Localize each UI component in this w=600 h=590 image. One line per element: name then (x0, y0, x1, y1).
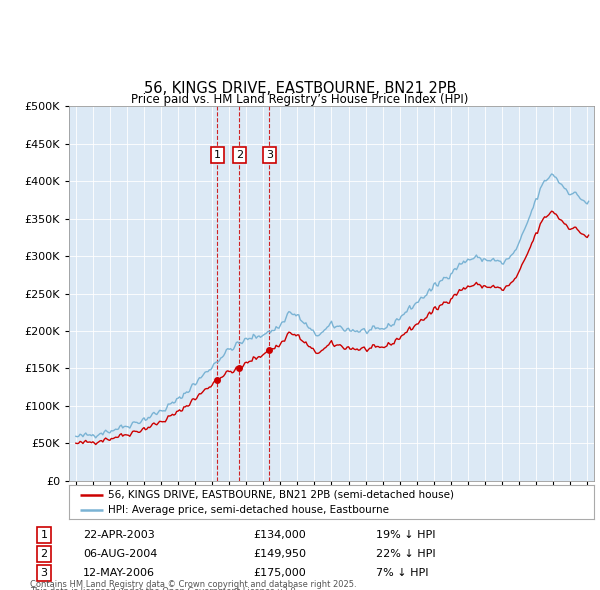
Text: 06-AUG-2004: 06-AUG-2004 (83, 549, 157, 559)
Text: 3: 3 (266, 150, 273, 160)
Text: 12-MAY-2006: 12-MAY-2006 (83, 568, 155, 578)
Text: 2: 2 (40, 549, 47, 559)
Text: 1: 1 (40, 530, 47, 540)
Text: 19% ↓ HPI: 19% ↓ HPI (376, 530, 436, 540)
Text: £149,950: £149,950 (253, 549, 306, 559)
Text: £134,000: £134,000 (253, 530, 306, 540)
Text: 56, KINGS DRIVE, EASTBOURNE, BN21 2PB: 56, KINGS DRIVE, EASTBOURNE, BN21 2PB (144, 81, 456, 96)
Text: Contains HM Land Registry data © Crown copyright and database right 2025.: Contains HM Land Registry data © Crown c… (30, 581, 356, 589)
Text: 3: 3 (40, 568, 47, 578)
Text: 22% ↓ HPI: 22% ↓ HPI (376, 549, 436, 559)
Text: 1: 1 (214, 150, 221, 160)
Text: This data is licensed under the Open Government Licence v3.0.: This data is licensed under the Open Gov… (30, 587, 298, 590)
Text: £175,000: £175,000 (253, 568, 306, 578)
Text: 22-APR-2003: 22-APR-2003 (83, 530, 155, 540)
Text: 2: 2 (236, 150, 243, 160)
Text: 56, KINGS DRIVE, EASTBOURNE, BN21 2PB (semi-detached house): 56, KINGS DRIVE, EASTBOURNE, BN21 2PB (s… (109, 490, 454, 500)
Text: HPI: Average price, semi-detached house, Eastbourne: HPI: Average price, semi-detached house,… (109, 504, 389, 514)
Text: 7% ↓ HPI: 7% ↓ HPI (376, 568, 428, 578)
Text: Price paid vs. HM Land Registry’s House Price Index (HPI): Price paid vs. HM Land Registry’s House … (131, 93, 469, 106)
